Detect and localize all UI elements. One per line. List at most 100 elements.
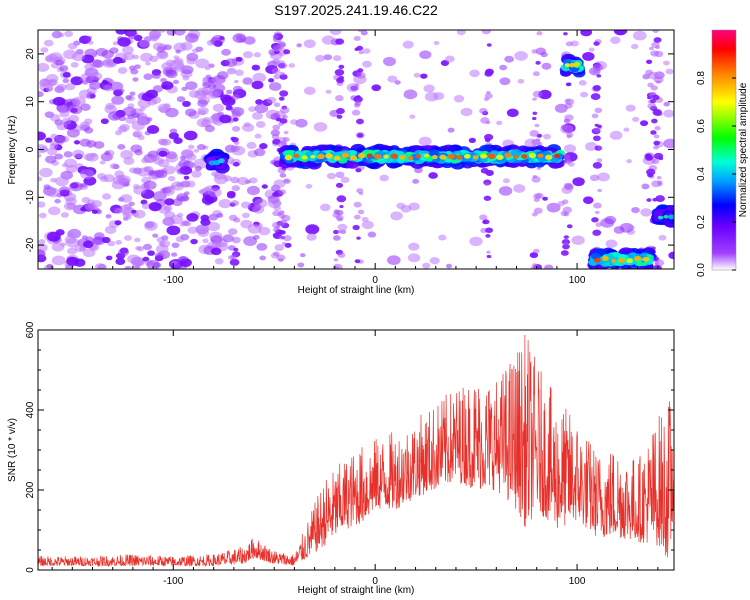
spectrogram-cell (540, 51, 548, 58)
spectrogram-cell (74, 244, 86, 253)
spectrogram-cell (652, 197, 658, 202)
spectrogram-cell (422, 262, 431, 269)
spectrogram-cell (360, 30, 368, 36)
spectrogram-cell (456, 30, 466, 36)
spectrogram-cell (66, 232, 74, 238)
spectrogram-cell (479, 107, 488, 114)
spectrogram-cell (232, 109, 241, 115)
spectrogram-cell (259, 255, 267, 261)
spectrogram-cell (480, 153, 488, 159)
spectrogram-cell (119, 204, 133, 215)
spectrogram-cell (499, 77, 511, 86)
spectrogram-cell (463, 153, 471, 159)
spectrogram-cell (100, 118, 109, 125)
spectrogram-cell (646, 198, 652, 202)
spectrogram-cell (230, 176, 240, 184)
spectrogram-cell (657, 182, 663, 187)
spectrogram-cell (472, 155, 479, 160)
spectrogram-cell (580, 30, 593, 37)
spectrogram-cell (535, 60, 541, 65)
spectrogram-cell (93, 232, 105, 240)
spectrogram-cell (185, 180, 196, 188)
spectrogram-cell (656, 176, 662, 180)
spectrogram-cell (282, 235, 292, 242)
spectrogram-cell (538, 89, 552, 100)
spectrogram-cell (243, 36, 256, 45)
spectrogram-cell (138, 39, 150, 48)
spectrogram-cell (553, 153, 560, 158)
spectrogram-cell (562, 154, 571, 160)
snr-axes: -100 0 100 0 200 400 600 (25, 321, 674, 587)
spectrogram-cell (536, 166, 541, 170)
spectrogram-cell (335, 182, 344, 188)
spectrogram-cell (565, 159, 572, 164)
figure-title: S197.2025.241.19.46.C22 (274, 2, 438, 18)
spectrogram-cell (542, 196, 548, 201)
spectrogram-cell (67, 247, 78, 255)
spectrogram-cell (626, 258, 633, 264)
spectrogram-cell (532, 116, 537, 121)
spectrogram-cell (195, 58, 210, 69)
spectrogram-cell (279, 71, 285, 76)
spectrogram-cell (190, 238, 198, 245)
spectrogram-cell (362, 60, 372, 68)
spectrogram-cell (80, 103, 91, 111)
spectrogram-cell (485, 120, 491, 125)
spectrogram-cell (102, 193, 112, 200)
spectrogram-cell (326, 172, 336, 180)
spectrogram-cell (165, 188, 173, 194)
spectrogram-cell (219, 114, 232, 124)
spectrogram-cell (46, 73, 59, 83)
spectrogram-cell (288, 63, 296, 68)
spectrogram-cell (563, 32, 568, 36)
spectrogram-cell (252, 111, 263, 120)
spectrogram-cell (663, 138, 674, 149)
spectrogram-cell (653, 37, 662, 43)
spectrogram-cell (71, 52, 85, 62)
spectrogram-cell (123, 52, 135, 61)
spectrogram-cell (592, 229, 602, 236)
spectrogram-cell (366, 153, 373, 158)
spectrogram-cell (283, 130, 289, 135)
spectrogram-cell (272, 124, 281, 131)
spectrogram-cell (533, 193, 542, 200)
spectrogram-cell (299, 253, 306, 258)
spectrogram-cell (663, 60, 670, 66)
spectrogram-cell (653, 134, 660, 139)
spectrogram-cell (654, 50, 664, 58)
spectrogram-cell (232, 161, 240, 167)
spectrogram-cell (468, 137, 476, 143)
spectrogram-cell (243, 236, 257, 247)
spectrogram-cell (63, 202, 76, 211)
spectrogram-cell (563, 182, 573, 189)
spectrogram-cell (597, 172, 610, 182)
spectrogram-cell (545, 154, 553, 160)
spectrogram-y-label: Frequency (Hz) (7, 116, 18, 185)
spectrogram-cell (658, 234, 667, 241)
spectrogram-cell (274, 244, 285, 251)
spectrogram-cell (271, 68, 281, 75)
spectrogram-cell (565, 98, 575, 105)
spectrogram-cell (38, 91, 44, 98)
spectrogram-cell (284, 154, 293, 161)
spectrogram-cell (560, 250, 569, 256)
spectrogram-cell (64, 30, 74, 38)
spectrogram-cell (317, 153, 325, 160)
spectrogram-cell (531, 176, 541, 183)
spectrogram-cell (358, 191, 364, 196)
spectrogram-cell (115, 257, 126, 266)
spectrogram-cell (173, 55, 180, 60)
spectrogram-cell (482, 219, 490, 225)
spectrogram-cell (72, 149, 85, 159)
spectrogram-cell (63, 151, 73, 158)
spectrogram-cell (233, 217, 241, 223)
spectrogram-cell (109, 81, 124, 92)
spectrogram-cell (652, 94, 660, 101)
spectrogram-cell (640, 208, 652, 217)
spectrogram-cell (592, 85, 601, 91)
spectrogram-cell (197, 106, 209, 115)
snr-plot-area (38, 334, 674, 568)
spectrogram-cell (654, 261, 660, 266)
spectrogram-cell (180, 41, 193, 51)
spectrogram-cell (231, 136, 239, 143)
